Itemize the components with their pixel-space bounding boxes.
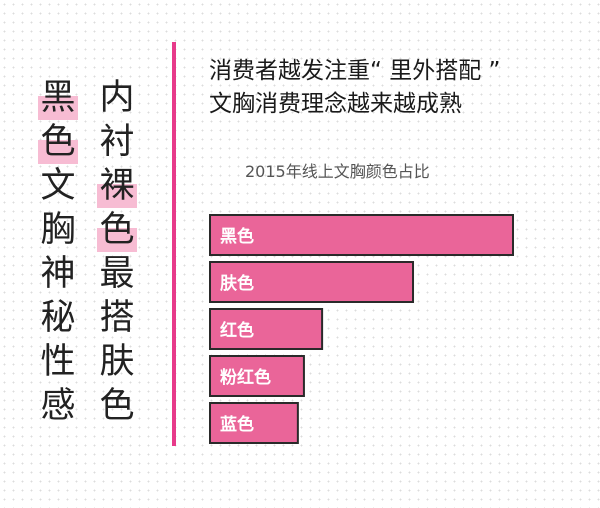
bar-1 — [209, 261, 415, 303]
bar-4 — [209, 402, 299, 444]
right-column-char: 色 — [99, 386, 135, 426]
right-column-char: 最 — [99, 254, 135, 294]
left-vertical-tagline: 黑色文胸神秘性感 — [38, 76, 78, 428]
bar-3 — [209, 355, 305, 397]
left-column-char: 文 — [40, 166, 76, 206]
bar-label-2: 红色 — [220, 320, 254, 341]
left-column-char: 感 — [40, 386, 76, 426]
right-column-char: 色 — [97, 208, 137, 252]
bar-2 — [209, 308, 324, 350]
bar-label-4: 蓝色 — [220, 414, 254, 435]
bar-0 — [209, 214, 514, 256]
right-vertical-tagline: 内衬裸色最搭肤色 — [97, 76, 137, 428]
headline-line-1: 消费者越发注重“ 里外搭配 ” — [209, 58, 501, 84]
divider-bar — [172, 42, 176, 446]
headline: 消费者越发注重“ 里外搭配 ” 文胸消费理念越来越成熟 — [209, 55, 500, 121]
right-column-char: 衬 — [99, 122, 135, 162]
left-column-char: 秘 — [40, 298, 76, 338]
bar-label-0: 黑色 — [220, 226, 254, 247]
right-column-char: 裸 — [97, 164, 137, 208]
right-column-char: 肤 — [99, 342, 135, 382]
right-column-char: 搭 — [99, 298, 135, 338]
right-column-char: 内 — [99, 78, 135, 118]
headline-line-2: 文胸消费理念越来越成熟 — [209, 91, 462, 117]
left-column-char: 性 — [40, 342, 76, 382]
left-column-char: 神 — [40, 254, 76, 294]
left-column-char: 胸 — [40, 210, 76, 250]
bar-label-3: 粉红色 — [220, 367, 271, 388]
left-column-char: 黑 — [38, 76, 78, 120]
chart-title: 2015年线上文胸颜色占比 — [245, 162, 430, 181]
left-column-char: 色 — [38, 120, 78, 164]
bar-label-1: 肤色 — [220, 273, 254, 294]
